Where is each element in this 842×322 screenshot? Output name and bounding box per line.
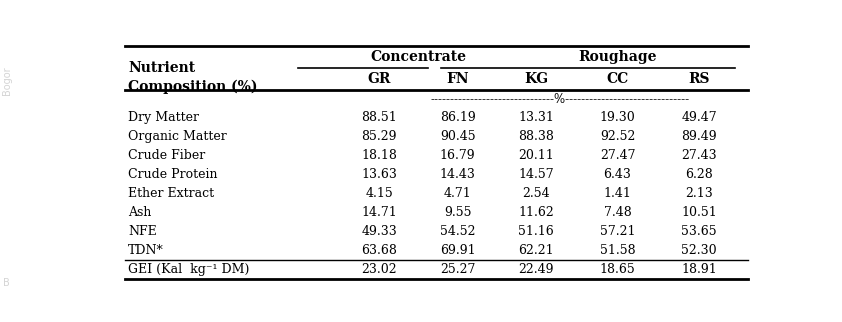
Text: FN: FN	[446, 72, 469, 86]
Text: 69.91: 69.91	[440, 244, 476, 257]
Text: TDN*: TDN*	[128, 244, 164, 257]
Text: 22.49: 22.49	[518, 263, 554, 276]
Text: 89.49: 89.49	[681, 130, 717, 143]
Text: 25.27: 25.27	[440, 263, 476, 276]
Text: 52.30: 52.30	[681, 244, 717, 257]
Text: RS: RS	[688, 72, 710, 86]
Text: Ether Extract: Ether Extract	[128, 187, 214, 200]
Text: GR: GR	[368, 72, 391, 86]
Text: Crude Fiber: Crude Fiber	[128, 149, 205, 162]
Text: Nutrient: Nutrient	[128, 61, 195, 75]
Text: Dry Matter: Dry Matter	[128, 111, 199, 124]
Text: 13.31: 13.31	[518, 111, 554, 124]
Text: 49.33: 49.33	[361, 225, 397, 238]
Text: 14.43: 14.43	[440, 168, 476, 181]
Text: 13.63: 13.63	[361, 168, 397, 181]
Text: 53.65: 53.65	[681, 225, 717, 238]
Text: 14.71: 14.71	[361, 206, 397, 219]
Text: Crude Protein: Crude Protein	[128, 168, 217, 181]
Text: 16.79: 16.79	[440, 149, 476, 162]
Text: 18.65: 18.65	[600, 263, 636, 276]
Text: 88.51: 88.51	[361, 111, 397, 124]
Text: B: B	[3, 278, 10, 289]
Text: KG: KG	[524, 72, 548, 86]
Text: 4.71: 4.71	[444, 187, 472, 200]
Text: Composition (%): Composition (%)	[128, 80, 258, 94]
Text: 54.52: 54.52	[440, 225, 476, 238]
Text: 14.57: 14.57	[518, 168, 554, 181]
Text: 20.11: 20.11	[518, 149, 554, 162]
Text: 10.51: 10.51	[681, 206, 717, 219]
Text: 85.29: 85.29	[361, 130, 397, 143]
Text: 1.41: 1.41	[604, 187, 632, 200]
Text: 18.91: 18.91	[681, 263, 717, 276]
Text: 6.43: 6.43	[604, 168, 632, 181]
Text: 57.21: 57.21	[600, 225, 635, 238]
Text: CC: CC	[606, 72, 629, 86]
Text: 88.38: 88.38	[518, 130, 554, 143]
Text: Bogor: Bogor	[2, 66, 12, 95]
Text: 18.18: 18.18	[361, 149, 397, 162]
Text: 27.47: 27.47	[600, 149, 635, 162]
Text: 92.52: 92.52	[600, 130, 635, 143]
Text: 86.19: 86.19	[440, 111, 476, 124]
Text: 6.28: 6.28	[685, 168, 713, 181]
Text: 51.58: 51.58	[600, 244, 636, 257]
Text: GEI (Kal  kg⁻¹ DM): GEI (Kal kg⁻¹ DM)	[128, 263, 249, 276]
Text: 63.68: 63.68	[361, 244, 397, 257]
Text: 49.47: 49.47	[681, 111, 717, 124]
Text: 19.30: 19.30	[600, 111, 636, 124]
Text: Organic Matter: Organic Matter	[128, 130, 226, 143]
Text: 2.54: 2.54	[522, 187, 550, 200]
Text: 4.15: 4.15	[365, 187, 393, 200]
Text: -------------------------------%-------------------------------: -------------------------------%--------…	[431, 93, 690, 106]
Text: 27.43: 27.43	[681, 149, 717, 162]
Text: 9.55: 9.55	[444, 206, 472, 219]
Text: 90.45: 90.45	[440, 130, 476, 143]
Text: 7.48: 7.48	[604, 206, 632, 219]
Text: 51.16: 51.16	[518, 225, 554, 238]
Text: 2.13: 2.13	[685, 187, 713, 200]
Text: Ash: Ash	[128, 206, 152, 219]
Text: Concentrate: Concentrate	[370, 50, 466, 64]
Text: Roughage: Roughage	[578, 50, 657, 64]
Text: 62.21: 62.21	[518, 244, 554, 257]
Text: 11.62: 11.62	[518, 206, 554, 219]
Text: 23.02: 23.02	[361, 263, 397, 276]
Text: NFE: NFE	[128, 225, 157, 238]
